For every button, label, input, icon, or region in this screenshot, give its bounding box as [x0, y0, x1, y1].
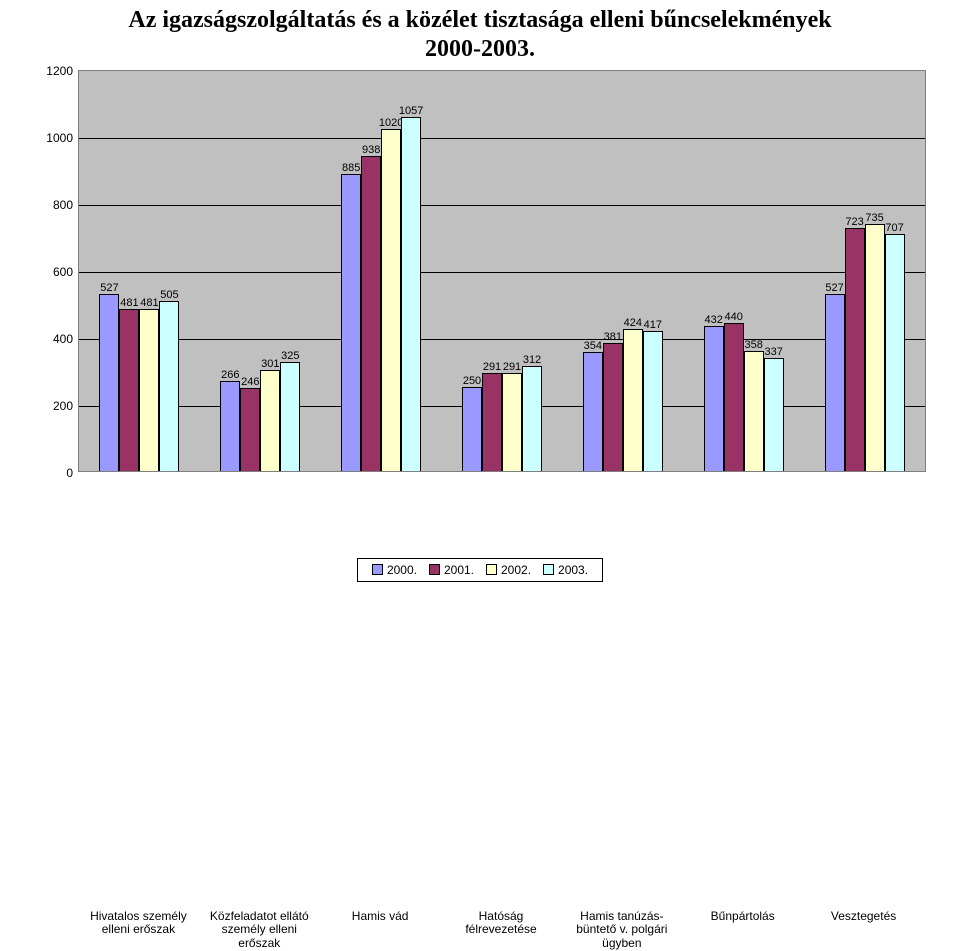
bar-value-label: 723 [845, 216, 863, 228]
category-label: Közfeladatot ellátószemély ellenierőszak [202, 910, 317, 951]
bar-value-label: 735 [865, 212, 883, 224]
legend: 2000. 2001. 2002. 2003. [357, 558, 603, 582]
bar-value-label: 1057 [399, 105, 423, 117]
bar: 424 [623, 329, 643, 471]
legend-item: 2002. [486, 563, 531, 577]
bar: 481 [119, 309, 139, 470]
bar: 291 [482, 373, 502, 470]
category-label: Hivatalos személyelleni erőszak [81, 910, 196, 938]
bar-value-label: 266 [221, 369, 239, 381]
legend-item: 2001. [429, 563, 474, 577]
bar: 381 [603, 343, 623, 471]
legend-item: 2003. [543, 563, 588, 577]
legend-label: 2001. [444, 563, 474, 577]
bar-value-label: 424 [624, 317, 642, 329]
y-tick-label: 0 [66, 466, 73, 480]
bar-value-label: 291 [483, 361, 501, 373]
gridline [79, 138, 925, 139]
y-tick-label: 800 [53, 198, 73, 212]
bar-group: 250291291312 [462, 366, 542, 471]
y-tick-label: 400 [53, 332, 73, 346]
legend-swatch [486, 564, 497, 575]
bar: 291 [502, 373, 522, 470]
bar-group: 266246301325 [220, 362, 300, 471]
bar: 358 [744, 351, 764, 471]
bar-value-label: 417 [644, 319, 662, 331]
bar-group: 527481481505 [99, 294, 179, 471]
bar: 723 [845, 228, 865, 470]
gridline [79, 339, 925, 340]
bar-value-label: 527 [825, 282, 843, 294]
bar-value-label: 325 [281, 350, 299, 362]
bar: 301 [260, 370, 280, 471]
chart-title: Az igazságszolgáltatás és a közélet tisz… [0, 0, 960, 66]
bar-value-label: 291 [503, 361, 521, 373]
bar: 246 [240, 388, 260, 470]
title-line1: Az igazságszolgáltatás és a közélet tisz… [128, 7, 831, 33]
legend-item: 2000. [372, 563, 417, 577]
bar: 481 [139, 309, 159, 470]
category-label: Bűnpártolás [685, 910, 800, 924]
chart-container: 0200400600800100012005274814815052662463… [30, 70, 930, 500]
bar-value-label: 381 [604, 331, 622, 343]
bar: 337 [764, 358, 784, 471]
y-tick-label: 200 [53, 399, 73, 413]
legend-label: 2003. [558, 563, 588, 577]
category-label: Hatóságfélrevezetése [444, 910, 559, 938]
title-line2: 2000-2003. [425, 36, 535, 62]
bar-value-label: 440 [725, 311, 743, 323]
bar-value-label: 481 [120, 297, 138, 309]
bar: 885 [341, 174, 361, 470]
bar-value-label: 432 [705, 314, 723, 326]
bar-value-label: 938 [362, 144, 380, 156]
bar-group: 432440358337 [704, 323, 784, 470]
bar: 432 [704, 326, 724, 471]
gridline [79, 272, 925, 273]
bar-group: 527723735707 [825, 224, 905, 470]
bar-value-label: 301 [261, 358, 279, 370]
category-label: Vesztegetés [806, 910, 921, 924]
legend-swatch [372, 564, 383, 575]
category-label: Hamis vád [323, 910, 438, 924]
bar-value-label: 707 [885, 222, 903, 234]
category-label: Hamis tanúzás-büntető v. polgáriügyben [564, 910, 679, 951]
legend-label: 2002. [501, 563, 531, 577]
bar-group: 88593810201057 [341, 117, 421, 471]
bar-value-label: 250 [463, 375, 481, 387]
bar-value-label: 337 [765, 346, 783, 358]
bar: 527 [825, 294, 845, 471]
y-tick-label: 1200 [46, 64, 73, 78]
bar: 354 [583, 352, 603, 471]
bar: 417 [643, 331, 663, 471]
y-tick-label: 600 [53, 265, 73, 279]
bar-value-label: 527 [100, 282, 118, 294]
gridline [79, 205, 925, 206]
bar: 266 [220, 381, 240, 470]
y-tick-label: 1000 [46, 131, 73, 145]
bar-value-label: 1020 [379, 117, 403, 129]
bar-value-label: 246 [241, 376, 259, 388]
bar: 707 [885, 234, 905, 471]
bar-value-label: 354 [584, 340, 602, 352]
bar: 440 [724, 323, 744, 470]
bar: 1057 [401, 117, 421, 471]
plot-area: 0200400600800100012005274814815052662463… [78, 70, 926, 472]
legend-swatch [543, 564, 554, 575]
bar-value-label: 885 [342, 162, 360, 174]
bar-group: 354381424417 [583, 329, 663, 471]
bar-value-label: 505 [160, 289, 178, 301]
bar: 527 [99, 294, 119, 471]
bar-value-label: 358 [745, 339, 763, 351]
bar: 735 [865, 224, 885, 470]
bar: 312 [522, 366, 542, 471]
bar-value-label: 312 [523, 354, 541, 366]
legend-label: 2000. [387, 563, 417, 577]
bar: 1020 [381, 129, 401, 471]
bar: 250 [462, 387, 482, 471]
bar: 505 [159, 301, 179, 470]
legend-swatch [429, 564, 440, 575]
bar-value-label: 481 [140, 297, 158, 309]
bar: 325 [280, 362, 300, 471]
bar: 938 [361, 156, 381, 470]
